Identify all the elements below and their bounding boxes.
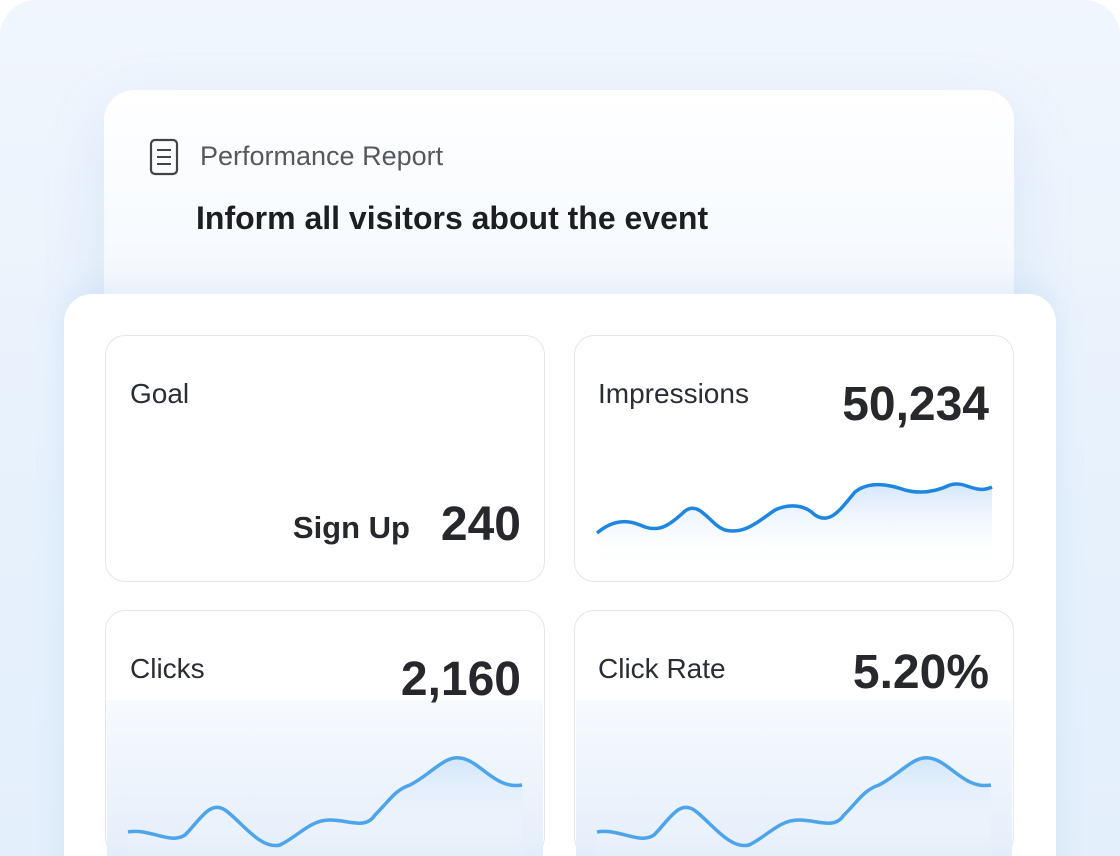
sparkline-area [597, 757, 991, 856]
report-title: Inform all visitors about the event [196, 200, 709, 236]
card-value: 50,234 [842, 378, 989, 431]
sparkline-area [597, 483, 992, 568]
card-label: Impressions [598, 378, 749, 409]
card-sublabel: Sign Up [292, 510, 410, 545]
sparkline [595, 482, 993, 535]
sparkline [596, 756, 992, 848]
sparkline-area [128, 757, 522, 856]
report-header-card [104, 90, 1014, 330]
sparkline [127, 756, 523, 848]
card-label: Click Rate [598, 653, 726, 684]
card-value: 240 [440, 498, 521, 551]
goal-card [105, 335, 545, 582]
card-label: Clicks [130, 653, 205, 684]
report-label: Performance Report [200, 141, 444, 171]
card-label: Goal [130, 378, 190, 409]
card-value: 2,160 [400, 653, 521, 706]
card-value: 5.20% [852, 646, 989, 699]
